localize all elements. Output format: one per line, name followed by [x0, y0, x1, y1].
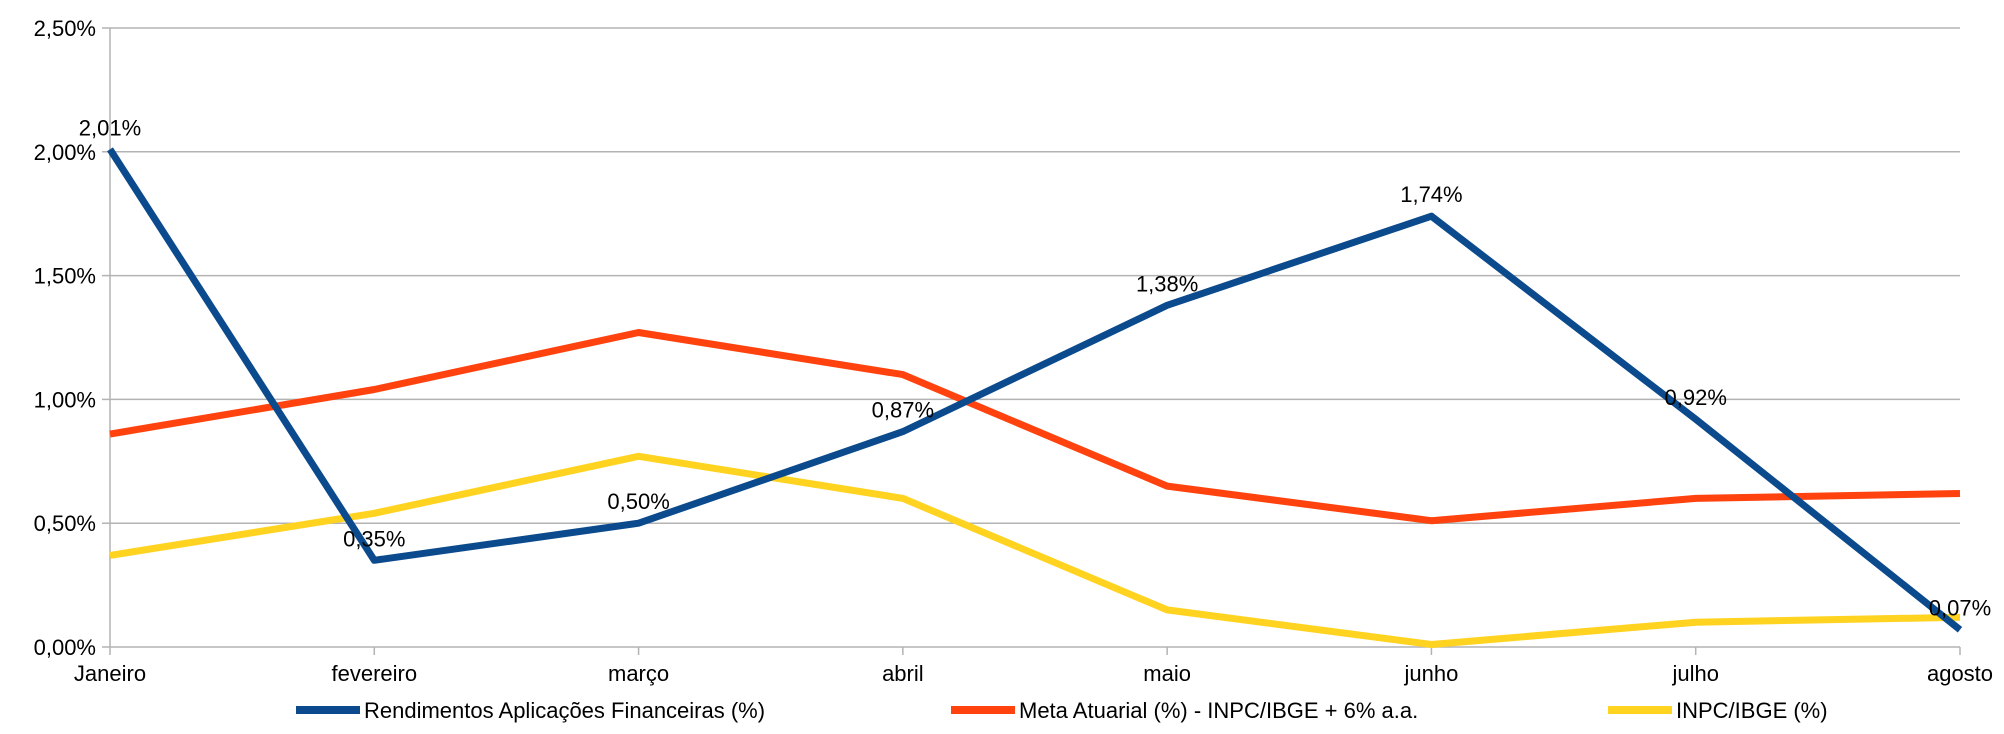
data-label: 0,92%: [1665, 385, 1727, 410]
x-tick-label: junho: [1404, 661, 1459, 686]
data-label: 0,87%: [872, 398, 934, 423]
y-tick-label: 1,50%: [34, 264, 96, 289]
data-label: 2,01%: [79, 115, 141, 140]
x-tick-label: Janeiro: [74, 661, 146, 686]
legend: Rendimentos Aplicações Financeiras (%) Me…: [296, 698, 1828, 723]
gridlines: [110, 27, 1960, 648]
x-tick-labels: Janeiro fevereiro março abril maio junho julho…: [74, 661, 1993, 686]
x-tick-label: abril: [882, 661, 924, 686]
data-label: 0,50%: [607, 489, 669, 514]
y-tick-label: 2,50%: [34, 16, 96, 41]
y-tick-labels: 0,00% 0,50% 1,00% 1,50% 2,00% 2,50%: [34, 16, 96, 660]
legend-label: INPC/IBGE (%): [1676, 698, 1828, 723]
legend-label: Rendimentos Aplicações Financeiras (%): [364, 698, 765, 723]
series-line-3: [109, 452, 1961, 648]
series-lines: [107, 147, 1963, 648]
data-label: 1,74%: [1400, 182, 1462, 207]
x-tick-label: março: [608, 661, 669, 686]
y-tick-label: 0,00%: [34, 635, 96, 660]
y-tick-label: 1,00%: [34, 387, 96, 412]
series-line-1: [107, 147, 1963, 633]
axes: [102, 27, 1961, 655]
x-tick-label: julho: [1671, 661, 1718, 686]
x-tick-label: fevereiro: [331, 661, 417, 686]
x-tick-label: maio: [1143, 661, 1191, 686]
data-label: 0,07%: [1929, 596, 1991, 621]
y-tick-label: 0,50%: [34, 511, 96, 536]
data-label: 1,38%: [1136, 271, 1198, 296]
data-labels: 2,01% 0,35% 0,50% 0,87% 1,38% 1,74% 0,92% 0,07%: [79, 115, 1991, 620]
x-tick-label: agosto: [1927, 661, 1993, 686]
data-label: 0,35%: [343, 526, 405, 551]
legend-label: Meta Atuarial (%) - INPC/IBGE + 6% a.a.: [1019, 698, 1418, 723]
series-line-2: [109, 329, 1961, 525]
y-tick-label: 2,00%: [34, 140, 96, 165]
